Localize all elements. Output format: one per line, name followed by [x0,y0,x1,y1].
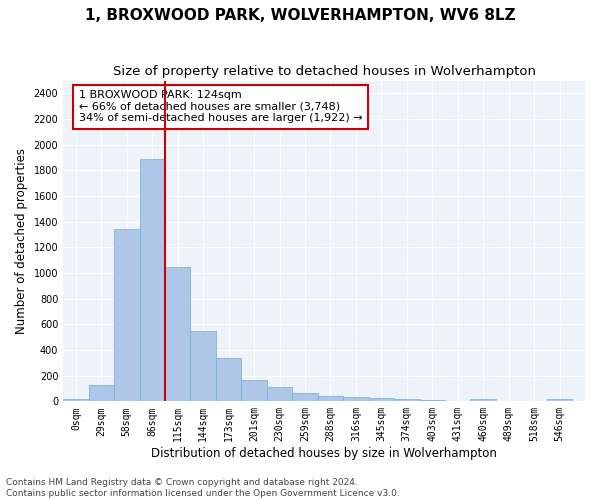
Bar [547,399,572,402]
Title: Size of property relative to detached houses in Wolverhampton: Size of property relative to detached ho… [113,65,536,78]
Bar [318,396,343,402]
Bar [114,230,140,402]
Bar [368,398,394,402]
Bar [343,398,368,402]
Text: 1, BROXWOOD PARK, WOLVERHAMPTON, WV6 8LZ: 1, BROXWOOD PARK, WOLVERHAMPTON, WV6 8LZ [85,8,515,22]
Bar [241,380,267,402]
Bar [470,398,496,402]
Bar [216,358,241,402]
Bar [190,332,216,402]
Bar [63,399,89,402]
Text: 1 BROXWOOD PARK: 124sqm
← 66% of detached houses are smaller (3,748)
34% of semi: 1 BROXWOOD PARK: 124sqm ← 66% of detache… [79,90,362,124]
Bar [165,267,190,402]
Bar [267,387,292,402]
Bar [292,393,318,402]
Y-axis label: Number of detached properties: Number of detached properties [15,148,28,334]
Bar [89,386,114,402]
Bar [140,159,165,402]
X-axis label: Distribution of detached houses by size in Wolverhampton: Distribution of detached houses by size … [151,447,497,460]
Bar [394,399,419,402]
Text: Contains HM Land Registry data © Crown copyright and database right 2024.
Contai: Contains HM Land Registry data © Crown c… [6,478,400,498]
Bar [419,400,445,402]
